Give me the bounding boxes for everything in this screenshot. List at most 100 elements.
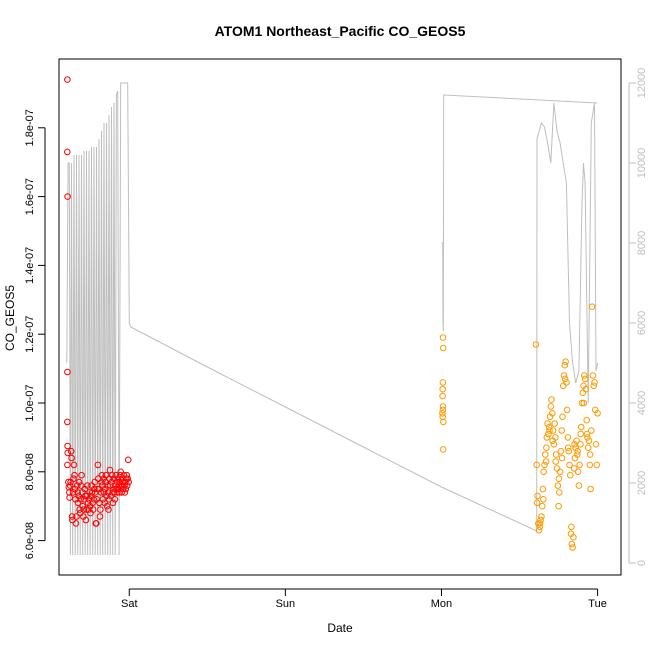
data-point-orange xyxy=(544,420,551,427)
data-point-red xyxy=(123,471,131,479)
data-point-orange xyxy=(556,489,563,496)
data-point-orange xyxy=(572,444,580,452)
data-point-orange xyxy=(568,523,575,531)
data-point-orange xyxy=(569,544,576,551)
y-tick-label: 1.4e-07 xyxy=(24,247,36,284)
data-point-orange xyxy=(439,379,447,386)
data-point-orange xyxy=(541,461,548,469)
data-point-orange xyxy=(551,420,559,427)
data-point-red xyxy=(64,193,71,200)
data-point-red xyxy=(98,471,106,479)
data-point-red xyxy=(77,496,84,503)
data-point-red xyxy=(64,76,71,83)
data-point-red xyxy=(80,506,88,513)
data-point-red xyxy=(70,461,78,469)
data-point-orange xyxy=(532,341,540,348)
data-point-orange xyxy=(558,454,566,462)
data-point-orange xyxy=(570,465,578,472)
data-point-orange xyxy=(559,413,566,421)
y-tick-label: 1.0e-07 xyxy=(24,384,36,421)
data-point-red xyxy=(64,442,71,450)
data-point-red xyxy=(88,489,96,496)
data-point-red xyxy=(73,513,80,520)
data-point-red xyxy=(73,482,81,489)
data-point-orange xyxy=(439,344,447,352)
data-point-red xyxy=(98,478,105,486)
data-point-orange xyxy=(563,406,571,414)
data-point-red xyxy=(70,475,77,483)
data-point-orange xyxy=(588,427,595,434)
data-point-orange xyxy=(582,385,590,393)
data-point-orange xyxy=(545,430,552,438)
data-point-orange xyxy=(542,451,549,458)
data-point-red xyxy=(124,456,132,464)
data-point-orange xyxy=(534,492,541,500)
altitude-line-group xyxy=(66,82,599,556)
y2-tick-label: 10000 xyxy=(636,148,648,179)
y-tick-label: 1.6e-07 xyxy=(24,178,36,215)
data-point-orange xyxy=(555,502,562,510)
data-point-red xyxy=(69,489,77,496)
data-point-orange xyxy=(585,437,593,445)
x-tick-label: Sat xyxy=(121,598,138,610)
data-point-orange xyxy=(568,540,576,548)
data-point-orange xyxy=(553,465,561,472)
data-point-red xyxy=(107,492,115,500)
data-point-orange xyxy=(548,396,555,403)
data-point-red xyxy=(123,482,131,489)
data-point-red xyxy=(110,485,117,493)
data-point-orange xyxy=(563,379,570,386)
data-point-orange xyxy=(538,502,546,510)
y2-tick-label: 0 xyxy=(636,560,648,566)
data-point-red xyxy=(83,506,90,513)
data-point-orange xyxy=(533,499,541,507)
data-point-red xyxy=(75,478,83,486)
data-point-red xyxy=(84,482,91,489)
data-point-orange xyxy=(439,406,447,414)
data-point-red xyxy=(64,418,71,426)
y2-tick-label: 2000 xyxy=(636,471,648,495)
data-point-orange xyxy=(571,441,578,448)
data-point-orange xyxy=(536,520,544,527)
y-tick-label: 1.2e-07 xyxy=(24,316,36,353)
data-point-orange xyxy=(583,416,591,424)
data-point-red xyxy=(121,489,129,496)
plot-frame xyxy=(58,58,622,576)
data-point-orange xyxy=(583,430,591,438)
data-point-red xyxy=(121,482,128,489)
data-point-orange xyxy=(586,451,594,458)
data-point-orange xyxy=(574,451,581,458)
data-point-orange xyxy=(439,410,446,417)
data-point-orange xyxy=(558,427,566,434)
data-point-orange xyxy=(545,423,553,431)
data-points-group xyxy=(64,76,601,551)
y2-tick-label: 12000 xyxy=(636,68,648,99)
data-point-orange xyxy=(552,458,560,465)
data-point-red xyxy=(104,482,111,489)
data-point-red xyxy=(93,520,100,527)
data-point-orange xyxy=(547,403,555,410)
data-point-red xyxy=(64,449,71,457)
y-tick-label: 1.8e-07 xyxy=(24,109,36,146)
data-point-orange xyxy=(566,461,573,469)
data-point-red xyxy=(91,485,98,493)
axes-group: 6.0e-08 8.0e-08 1.0e-07 1.2e-07 1.4e-07 1.6e-… xyxy=(24,68,648,610)
data-point-red xyxy=(109,499,117,507)
x-axis-label: Date xyxy=(327,621,353,635)
data-point-orange xyxy=(533,461,541,469)
data-point-orange xyxy=(439,334,447,341)
data-point-red xyxy=(77,482,85,489)
data-point-orange xyxy=(556,468,564,476)
data-point-orange xyxy=(574,447,581,455)
data-point-orange xyxy=(439,385,447,393)
data-point-orange xyxy=(592,441,600,448)
data-point-red xyxy=(111,489,118,496)
data-point-orange xyxy=(576,461,583,469)
y2-tick-label: 4000 xyxy=(636,391,648,415)
data-point-red xyxy=(109,489,116,496)
data-point-red xyxy=(66,482,74,489)
data-point-red xyxy=(69,516,76,524)
data-point-orange xyxy=(549,437,556,445)
data-point-orange xyxy=(591,379,598,386)
